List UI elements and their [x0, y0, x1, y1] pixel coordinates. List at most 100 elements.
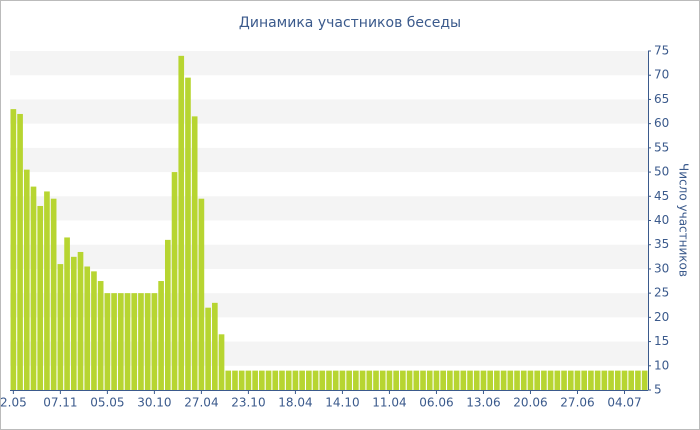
grid-band — [10, 244, 648, 269]
x-tick-label: 14.10 — [325, 396, 359, 410]
bar — [23, 169, 30, 390]
bar — [185, 77, 191, 390]
bar — [212, 302, 218, 390]
bar — [608, 370, 614, 390]
y-tick-label: 25 — [654, 286, 669, 300]
bar — [279, 370, 285, 390]
grid-band — [10, 196, 648, 221]
bar — [97, 281, 104, 390]
y-tick-label: 55 — [654, 140, 669, 154]
y-tick-label: 15 — [654, 334, 669, 348]
bar — [386, 370, 393, 390]
bar — [406, 370, 413, 390]
bar — [64, 237, 70, 390]
y-tick-label: 50 — [654, 165, 669, 179]
bar — [426, 370, 433, 390]
bar — [527, 370, 534, 390]
bar — [30, 186, 37, 390]
bar — [588, 370, 594, 390]
bar — [447, 370, 453, 390]
bar — [541, 370, 547, 390]
x-tick-label: 27.04 — [184, 396, 218, 410]
bar — [547, 370, 554, 390]
bar — [232, 370, 238, 390]
bar — [581, 370, 588, 390]
bar — [379, 370, 386, 390]
bar — [440, 370, 446, 390]
bar — [312, 370, 319, 390]
bar — [641, 370, 648, 390]
y-tick-label: 60 — [654, 116, 669, 130]
y-tick-label: 30 — [654, 261, 669, 275]
bar — [326, 370, 332, 390]
bar — [151, 293, 158, 390]
y-tick-label: 65 — [654, 92, 669, 106]
bar — [104, 293, 111, 390]
bar — [138, 293, 144, 390]
bar — [339, 370, 346, 390]
bar — [245, 370, 252, 390]
bar — [520, 370, 527, 390]
bar — [453, 370, 460, 390]
bar — [487, 370, 493, 390]
bar — [561, 370, 567, 390]
bar — [433, 370, 440, 390]
bar — [91, 271, 97, 390]
x-tick-label: 05.05 — [90, 396, 124, 410]
bar — [10, 109, 17, 390]
bar — [259, 370, 265, 390]
bar — [534, 370, 541, 390]
bar — [44, 191, 50, 390]
grid-band — [10, 99, 648, 124]
chart-title: Динамика участников беседы — [239, 15, 461, 31]
bar — [393, 370, 399, 390]
bar — [467, 370, 473, 390]
bar — [554, 370, 561, 390]
bar — [84, 266, 91, 390]
bar — [306, 370, 312, 390]
bar — [514, 370, 520, 390]
bar — [265, 370, 272, 390]
bar — [158, 281, 164, 390]
bar — [292, 370, 299, 390]
bar — [507, 370, 514, 390]
bar — [567, 370, 574, 390]
bar — [225, 370, 232, 390]
bar — [621, 370, 628, 390]
grid-band — [10, 147, 648, 173]
bar — [178, 55, 185, 390]
y-tick-label: 70 — [654, 68, 669, 82]
bar — [111, 293, 117, 390]
bar — [635, 370, 641, 390]
bar — [346, 370, 352, 390]
x-tick-label: 13.06 — [466, 396, 500, 410]
bar — [332, 370, 339, 390]
x-tick-label: 27.06 — [560, 396, 594, 410]
x-tick-label: 06.06 — [419, 396, 453, 410]
y-axis-label: Число участников — [677, 163, 691, 277]
x-tick-label: 18.04 — [278, 396, 312, 410]
bar — [299, 370, 305, 390]
x-tick-label: 2.05 — [0, 396, 27, 410]
bar — [171, 172, 178, 390]
bar — [420, 370, 426, 390]
bar — [37, 205, 44, 390]
x-tick-label: 30.10 — [137, 396, 171, 410]
bar — [144, 293, 151, 390]
bar — [50, 198, 57, 390]
y-tick-label: 10 — [654, 358, 669, 372]
bar — [500, 370, 507, 390]
bar — [17, 113, 23, 390]
bar — [131, 293, 138, 390]
bar — [628, 370, 635, 390]
bar — [272, 370, 279, 390]
bar — [366, 370, 373, 390]
bar — [319, 370, 326, 390]
y-tick-label: 40 — [654, 213, 669, 227]
bar — [77, 251, 84, 390]
bar — [218, 334, 225, 390]
x-tick-label: 04.07 — [607, 396, 641, 410]
bar — [400, 370, 406, 390]
bar — [574, 370, 581, 390]
